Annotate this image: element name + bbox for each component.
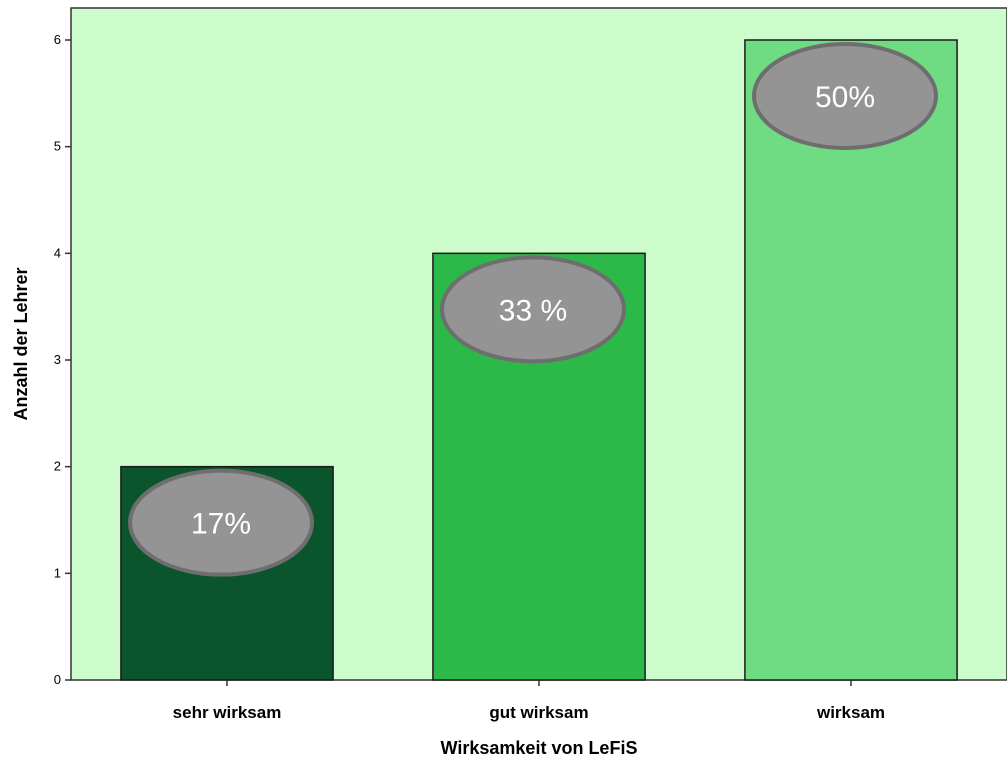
annotations-group: 17% 33 % 50% [128,42,938,577]
percentage-bubble [128,468,314,577]
y-tick-label: 3 [54,352,61,367]
y-tick-label: 1 [54,565,61,580]
x-tick-label: wirksam [816,703,885,722]
x-tick-label: sehr wirksam [173,703,282,722]
y-tick-label: 0 [54,672,61,687]
y-tick-label: 6 [54,32,61,47]
y-tick-label: 4 [54,245,61,260]
percentage-label: 33 % [499,294,567,327]
percentage-label: 17% [191,508,251,541]
y-tick-label: 5 [54,139,61,154]
percentage-label: 50% [815,81,875,114]
x-axis-title: Wirksamkeit von LeFiS [441,738,638,758]
y-axis-title: Anzahl der Lehrer [11,267,31,420]
y-axis: 0 1 2 3 4 5 6 [54,32,71,687]
percentage-bubble [440,255,626,364]
percentage-bubble [752,42,938,150]
y-tick-label: 2 [54,459,61,474]
x-axis: sehr wirksam gut wirksam wirksam [173,680,885,722]
x-tick-label: gut wirksam [489,703,588,722]
